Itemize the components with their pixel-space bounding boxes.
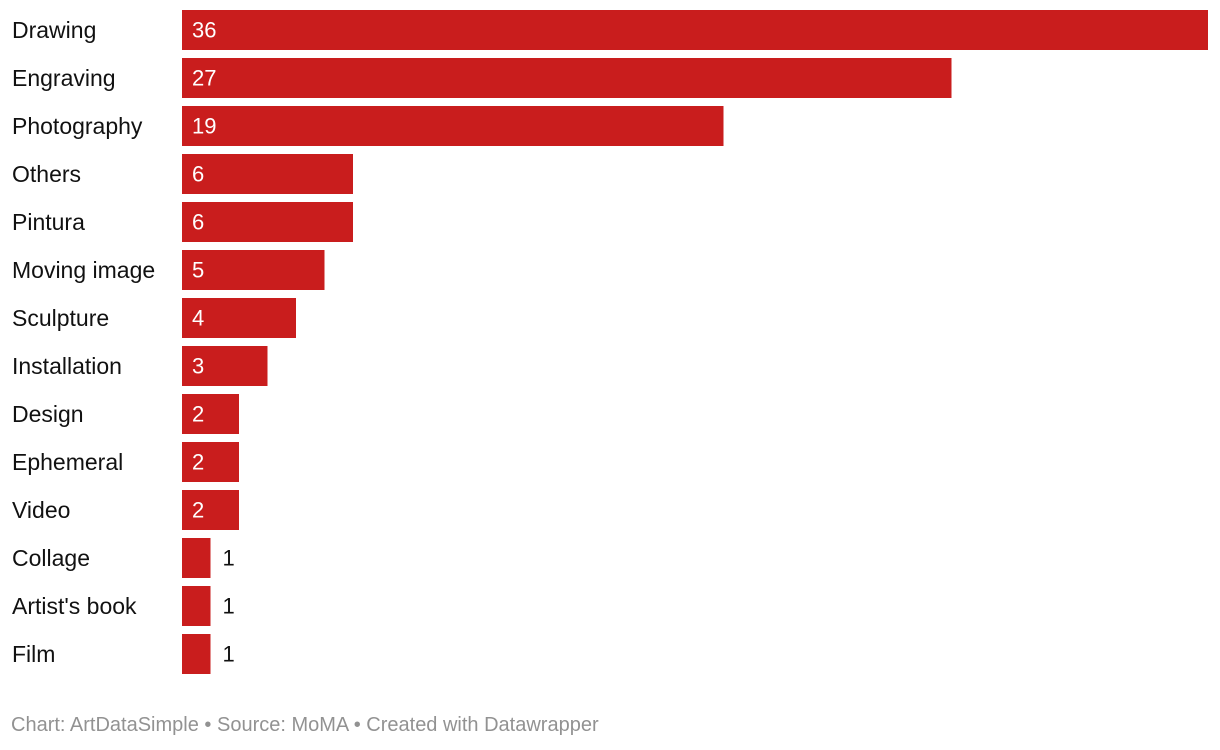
bar [182, 202, 353, 242]
value-label: 1 [223, 594, 235, 619]
value-label: 1 [223, 642, 235, 667]
bar [182, 298, 296, 338]
footer-created-with: Created with Datawrapper [366, 714, 599, 736]
value-label: 3 [192, 354, 204, 379]
footer-separator: • [348, 714, 367, 736]
chart-footer: Chart: ArtDataSimple • Source: MoMA • Cr… [11, 714, 599, 737]
category-label: Design [12, 401, 84, 427]
category-label: Ephemeral [12, 449, 123, 475]
value-label: 27 [192, 66, 216, 91]
bar [182, 346, 268, 386]
category-label: Engraving [12, 65, 116, 91]
bar [182, 10, 1208, 50]
bar [182, 490, 239, 530]
bar [182, 586, 211, 626]
category-label: Sculpture [12, 305, 109, 331]
category-label: Others [12, 161, 81, 187]
bar [182, 394, 239, 434]
bar [182, 58, 952, 98]
category-label: Photography [12, 113, 143, 139]
category-label: Moving image [12, 257, 155, 283]
bar [182, 106, 724, 146]
bar [182, 154, 353, 194]
bar [182, 538, 211, 578]
value-label: 1 [223, 546, 235, 571]
category-label: Artist's book [12, 593, 137, 619]
footer-separator: • [198, 714, 217, 736]
category-label: Drawing [12, 17, 96, 43]
value-label: 2 [192, 402, 204, 427]
category-label: Installation [12, 353, 122, 379]
footer-source: Source: MoMA [216, 714, 349, 736]
value-label: 2 [192, 450, 204, 475]
value-label: 6 [192, 162, 204, 187]
value-label: 19 [192, 114, 216, 139]
category-label: Video [12, 497, 70, 523]
category-label: Film [12, 641, 55, 667]
value-label: 36 [192, 18, 216, 43]
bar [182, 442, 239, 482]
bar [182, 634, 211, 674]
value-label: 2 [192, 498, 204, 523]
value-label: 4 [192, 306, 204, 331]
bar [182, 250, 325, 290]
category-label: Collage [12, 545, 90, 571]
category-label: Pintura [12, 209, 85, 235]
value-label: 5 [192, 258, 204, 283]
value-label: 6 [192, 210, 204, 235]
footer-chart-credit: Chart: ArtDataSimple [11, 714, 199, 736]
